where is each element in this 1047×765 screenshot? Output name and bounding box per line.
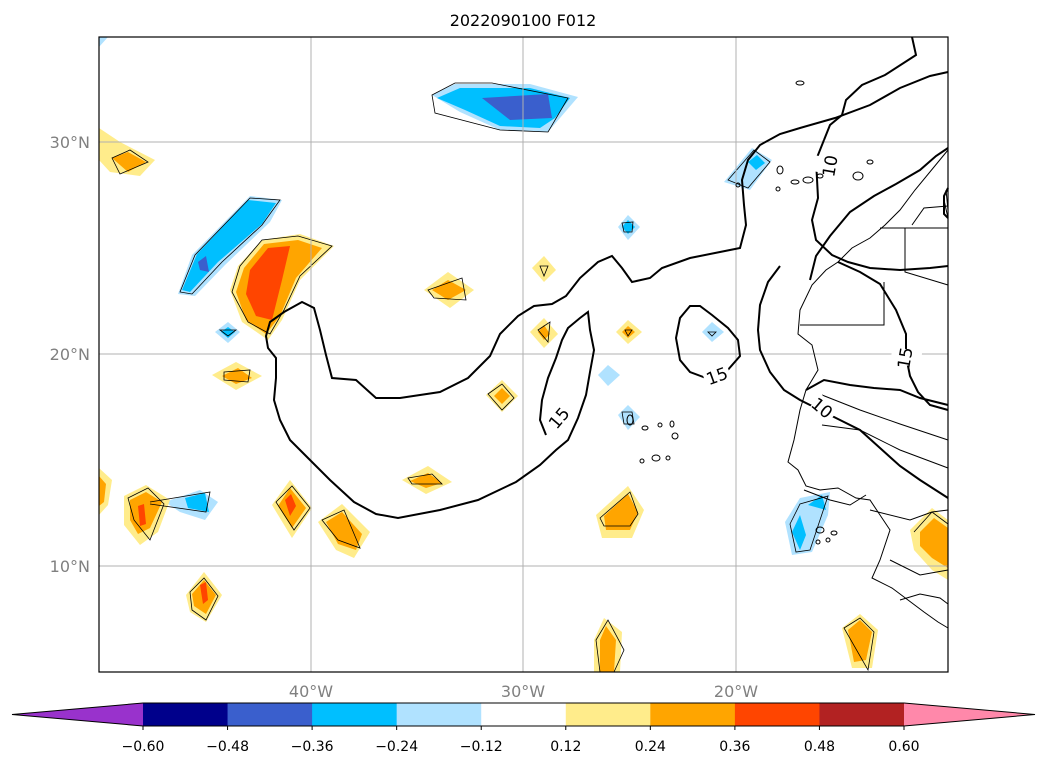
- colorbar: −0.60 −0.48 −0.36 −0.24 −0.12 0.12 0.24 0.36 0.4…: [11, 702, 1036, 755]
- contour-label: 10: [819, 154, 842, 179]
- colorbar-tick-label: 0.60: [888, 739, 919, 755]
- colorbar-tick-label: −0.60: [122, 739, 165, 755]
- colorbar-tick-label: −0.24: [375, 739, 418, 755]
- colorbar-segment: [143, 703, 229, 726]
- colorbar-tick-label: −0.36: [291, 739, 334, 755]
- lat-label: 20°N: [50, 345, 90, 364]
- lon-label: 20°W: [714, 682, 758, 701]
- contour-label: 15: [894, 346, 917, 371]
- lon-labels: 40°W 30°W 20°W: [289, 682, 758, 701]
- positive-anomaly-b: [532, 256, 556, 282]
- colorbar-segment: [819, 703, 905, 726]
- negative-anomaly-northwest: [178, 196, 282, 296]
- colorbar-segment: [227, 703, 313, 726]
- lon-label: 40°W: [289, 682, 333, 701]
- colorbar-segment: [650, 703, 736, 726]
- map-panel: 10 15 15 15 10: [98, 36, 949, 673]
- shaded-anomalies: [99, 37, 948, 672]
- colorbar-tick-label: −0.12: [460, 739, 503, 755]
- colorbar-segment: [396, 703, 482, 726]
- lat-label: 30°N: [50, 133, 90, 152]
- positive-anomaly-main: [230, 234, 334, 340]
- lon-label: 30°W: [501, 682, 545, 701]
- colorbar-tick-label: 0.24: [635, 739, 666, 755]
- colorbar-segment: [312, 703, 398, 726]
- gridlines: [99, 37, 948, 672]
- lat-labels: 30°N 20°N 10°N: [50, 133, 90, 576]
- colorbar-tick-label: −0.48: [206, 739, 249, 755]
- negative-anomaly-cv1: [598, 365, 620, 386]
- colorbar-tick-label: 0.48: [804, 739, 835, 755]
- negative-anomaly-cv2: [618, 405, 640, 430]
- negative-anomaly-north: [432, 84, 578, 132]
- islands: [626, 80, 874, 545]
- coastlines: [787, 149, 949, 629]
- thin-contours: [111, 82, 949, 673]
- colorbar-tick-label: 0.36: [719, 739, 750, 755]
- colorbar-extend-high: [904, 703, 1035, 726]
- colorbar-segment: [565, 703, 651, 726]
- colorbar-extend-low: [12, 703, 143, 726]
- colorbar-tick-label: 0.12: [550, 739, 581, 755]
- map-title: 2022090100 F012: [450, 11, 597, 30]
- map-frame: [98, 36, 949, 673]
- colorbar-segment: [481, 703, 567, 726]
- colorbar-segment: [734, 703, 820, 726]
- lat-label: 10°N: [50, 557, 90, 576]
